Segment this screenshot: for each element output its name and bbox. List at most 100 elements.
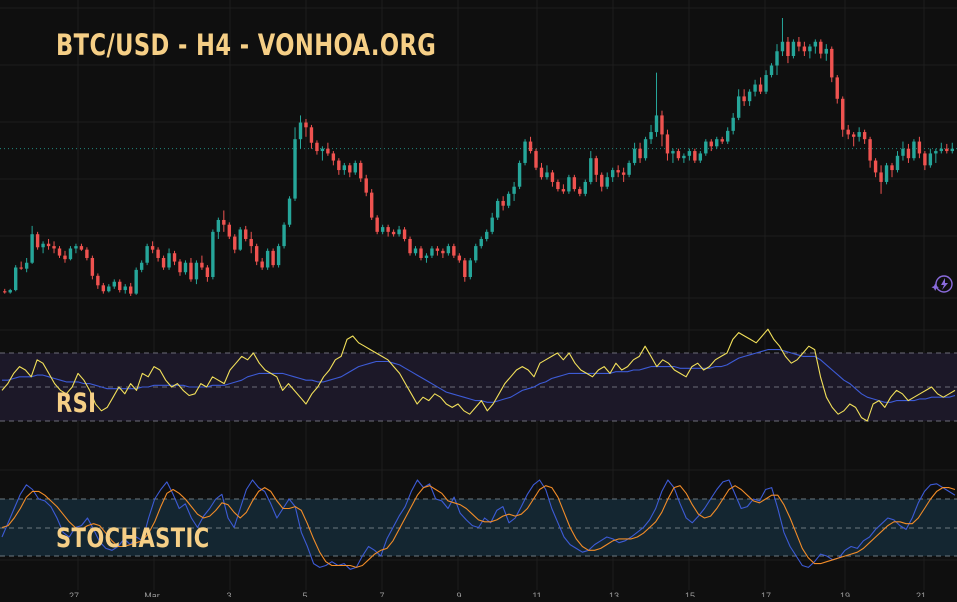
rsi-lines — [1, 328, 956, 422]
candle-body — [129, 286, 133, 294]
candle-body — [945, 148, 949, 152]
candle-body — [424, 255, 429, 258]
candle-body — [139, 262, 144, 270]
candle-body — [150, 246, 155, 250]
lightning-bolt-icon — [941, 278, 948, 290]
candle-body — [391, 231, 396, 235]
rsi-ma-line — [2, 349, 956, 403]
candle-body — [189, 262, 193, 280]
candle-body — [35, 234, 40, 248]
candle-body — [802, 46, 807, 52]
candle-body — [167, 253, 171, 268]
candle-body — [441, 250, 445, 254]
candle-body — [791, 41, 796, 57]
candle-body — [435, 248, 440, 251]
candle-body — [632, 148, 637, 163]
x-axis-ticks: 27 Mar 3 5 7 9 11 13 15 17 19 21 — [69, 591, 926, 601]
candle-body — [846, 129, 850, 135]
candle-body — [397, 229, 401, 235]
candle-body — [260, 261, 264, 268]
candle-body — [249, 238, 253, 247]
candle-body — [24, 262, 29, 269]
candle-body — [282, 224, 286, 247]
candle-body — [621, 172, 626, 175]
candle-body — [276, 246, 281, 266]
price-candles — [0, 18, 957, 296]
candle-body — [627, 162, 631, 175]
candle-body — [74, 246, 78, 249]
candle-body — [797, 41, 801, 47]
candle-body — [495, 200, 500, 218]
candle-body — [824, 48, 828, 54]
candle-body — [413, 248, 418, 254]
candle-body — [326, 148, 330, 154]
candle-body — [687, 151, 692, 156]
candle-body — [912, 141, 916, 159]
candle-body — [731, 117, 735, 131]
candle-body — [517, 162, 522, 187]
candle-body — [506, 193, 511, 206]
candle-body — [638, 148, 642, 159]
sparkle-icon — [931, 283, 939, 291]
stochastic-k-line — [1, 479, 956, 570]
candle-body — [726, 130, 730, 142]
candle-body — [556, 181, 560, 190]
candle-body — [101, 285, 106, 292]
candle-body — [41, 243, 45, 248]
candle-body — [830, 48, 834, 78]
candle-body — [747, 91, 752, 102]
candle-body — [337, 160, 341, 171]
candle-body — [348, 165, 352, 173]
candle-body — [665, 134, 670, 154]
candle-body — [156, 249, 160, 258]
candle-body — [501, 200, 505, 206]
candle-body — [79, 246, 84, 250]
candle-body — [616, 170, 620, 173]
stochastic-d-line — [1, 485, 956, 568]
candle-body — [594, 158, 598, 175]
candle-body — [682, 155, 686, 159]
candle-body — [786, 41, 790, 57]
x-tick-label: 19 — [840, 591, 850, 597]
candle-body — [8, 290, 12, 293]
candle-body — [233, 236, 237, 250]
candle-body — [671, 151, 675, 154]
candle-body — [578, 189, 582, 194]
candle-body — [693, 151, 697, 161]
candle-body — [331, 153, 336, 161]
candle-body — [851, 134, 856, 137]
candle-body — [298, 122, 303, 140]
candle-body — [660, 115, 664, 135]
candle-body — [676, 151, 681, 159]
candle-body — [868, 139, 872, 161]
candle-body — [254, 246, 259, 262]
x-tick-label: 21 — [916, 591, 926, 597]
x-tick-label: 15 — [685, 591, 695, 597]
candle-body — [304, 122, 308, 128]
candle-body — [643, 139, 648, 159]
candle-body — [320, 148, 325, 152]
candle-body — [928, 153, 933, 166]
candle-body — [3, 291, 7, 293]
candle-body — [934, 151, 938, 154]
candle-body — [769, 65, 774, 76]
candle-body — [698, 153, 703, 161]
candle-body — [736, 96, 741, 118]
candle-body — [895, 155, 900, 171]
candle-body — [709, 141, 713, 147]
candle-body — [884, 165, 889, 182]
candle-body — [857, 132, 861, 137]
candle-body — [873, 160, 878, 173]
x-tick-label: 9 — [456, 591, 461, 597]
candle-body — [572, 177, 577, 190]
candle-body — [112, 281, 116, 287]
candle-body — [528, 141, 533, 152]
x-tick-label: 11 — [532, 591, 541, 597]
candle-body — [178, 261, 182, 273]
x-tick-label: 27 — [69, 591, 79, 597]
candle-body — [430, 248, 434, 256]
candle-body — [550, 172, 555, 182]
candle-body — [485, 231, 489, 239]
candle-body — [468, 260, 472, 277]
